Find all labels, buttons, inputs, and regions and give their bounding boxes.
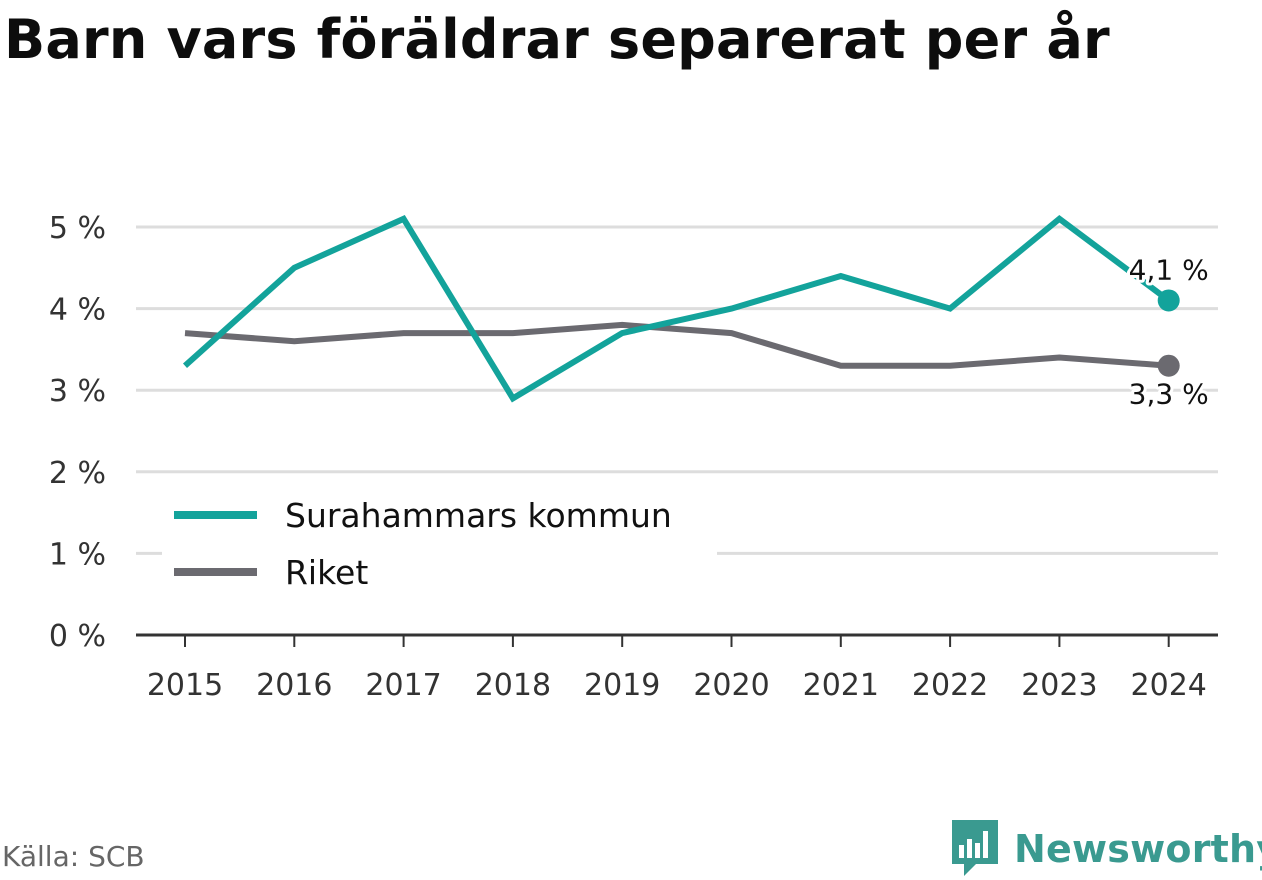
end-labels: 4,1 % 3,3 % (1126, 250, 1212, 413)
series-lines (182, 215, 1171, 403)
x-tick-label: 2024 (1131, 668, 1207, 703)
y-tick-label: 3 % (49, 374, 106, 409)
y-tick-label: 2 % (49, 456, 106, 491)
x-tick-label: 2023 (1021, 668, 1097, 703)
legend-label: Riket (285, 553, 368, 592)
end-value-label: 3,3 % (1129, 378, 1209, 411)
newsworthy-logo-icon (952, 820, 998, 876)
y-tick-label: 4 % (49, 293, 106, 328)
x-tick-label: 2016 (256, 668, 332, 703)
chart-title: Barn vars föräldrar separerat per år (4, 8, 1110, 71)
x-tick-label: 2018 (475, 668, 551, 703)
source-note: Källa: SCB (2, 840, 145, 873)
y-axis-ticks: 0 % 1 % 2 % 3 % 4 % 5 % (49, 211, 106, 654)
x-tick-label: 2020 (693, 668, 769, 703)
brand-logo: Newsworthy (950, 818, 1262, 880)
end-point-marker (1157, 289, 1180, 312)
x-tick-label: 2017 (365, 668, 441, 703)
x-tick-label: 2021 (803, 668, 879, 703)
legend-label: Surahammars kommun (285, 496, 672, 535)
x-tick-label: 2015 (147, 668, 223, 703)
legend: Surahammars kommun Riket (162, 494, 717, 602)
end-point-marker (1157, 354, 1180, 377)
x-tick-label: 2022 (912, 668, 988, 703)
y-tick-label: 5 % (49, 211, 106, 246)
end-value-label: 4,1 % (1129, 253, 1209, 286)
y-tick-label: 1 % (49, 537, 106, 572)
series-line-riket (184, 321, 1169, 369)
x-tick-label: 2019 (584, 668, 660, 703)
brand-name: Newsworthy (1014, 827, 1262, 871)
series-line-surahammar (182, 215, 1171, 403)
y-tick-label: 0 % (49, 619, 106, 654)
x-axis-ticks: 2015 2016 2017 2018 2019 2020 2021 2022 2023 2024 (147, 635, 1207, 703)
